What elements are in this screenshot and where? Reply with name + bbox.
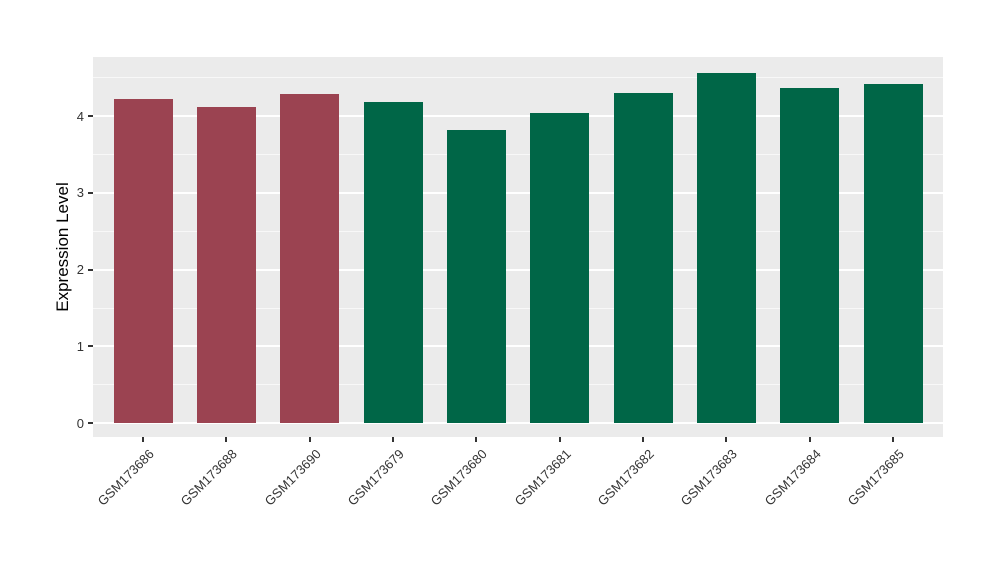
y-tick-label: 1 bbox=[76, 338, 84, 354]
x-tick-mark bbox=[725, 437, 728, 442]
x-tick-mark bbox=[142, 437, 144, 442]
bar-GSM173681 bbox=[530, 113, 590, 424]
y-axis-title: Expression Level bbox=[53, 182, 72, 312]
y-tick-mark bbox=[88, 115, 93, 118]
bar-GSM173690 bbox=[280, 93, 340, 424]
y-tick-label: 2 bbox=[76, 262, 84, 278]
y-tick-mark bbox=[88, 345, 93, 348]
bar-GSM173682 bbox=[613, 93, 673, 424]
grid-major-line bbox=[93, 115, 943, 118]
x-tick-mark bbox=[392, 437, 394, 442]
x-tick-mark bbox=[642, 437, 644, 442]
x-tick-mark bbox=[808, 437, 811, 442]
grid-minor-line bbox=[93, 384, 943, 386]
grid-major-line bbox=[93, 345, 943, 348]
bar-GSM173688 bbox=[196, 106, 256, 424]
grid-minor-line bbox=[93, 153, 943, 155]
bar-GSM173686 bbox=[113, 99, 173, 424]
x-tick-mark bbox=[225, 437, 228, 442]
plot-panel bbox=[93, 57, 943, 437]
x-tick-mark bbox=[308, 437, 311, 442]
grid-major-line bbox=[93, 422, 943, 425]
x-tick-mark bbox=[892, 437, 894, 442]
grid-major-line bbox=[93, 191, 943, 194]
y-tick-label: 4 bbox=[76, 108, 84, 124]
x-tick-mark bbox=[558, 437, 561, 442]
grid-major-line bbox=[93, 268, 943, 271]
y-tick-mark bbox=[88, 422, 93, 425]
grid-minor-line bbox=[93, 77, 943, 79]
bar-GSM173683 bbox=[696, 73, 756, 424]
bar-GSM173680 bbox=[446, 129, 506, 424]
bar-GSM173685 bbox=[863, 83, 923, 424]
bar-GSM173679 bbox=[363, 102, 423, 424]
x-tick-mark bbox=[475, 437, 478, 442]
y-tick-mark bbox=[88, 268, 93, 271]
y-tick-label: 0 bbox=[76, 415, 84, 431]
grid-minor-line bbox=[93, 307, 943, 309]
y-tick-mark bbox=[88, 191, 93, 194]
y-tick-label: 3 bbox=[76, 185, 84, 201]
bar-GSM173684 bbox=[780, 87, 840, 424]
grid-minor-line bbox=[93, 230, 943, 232]
